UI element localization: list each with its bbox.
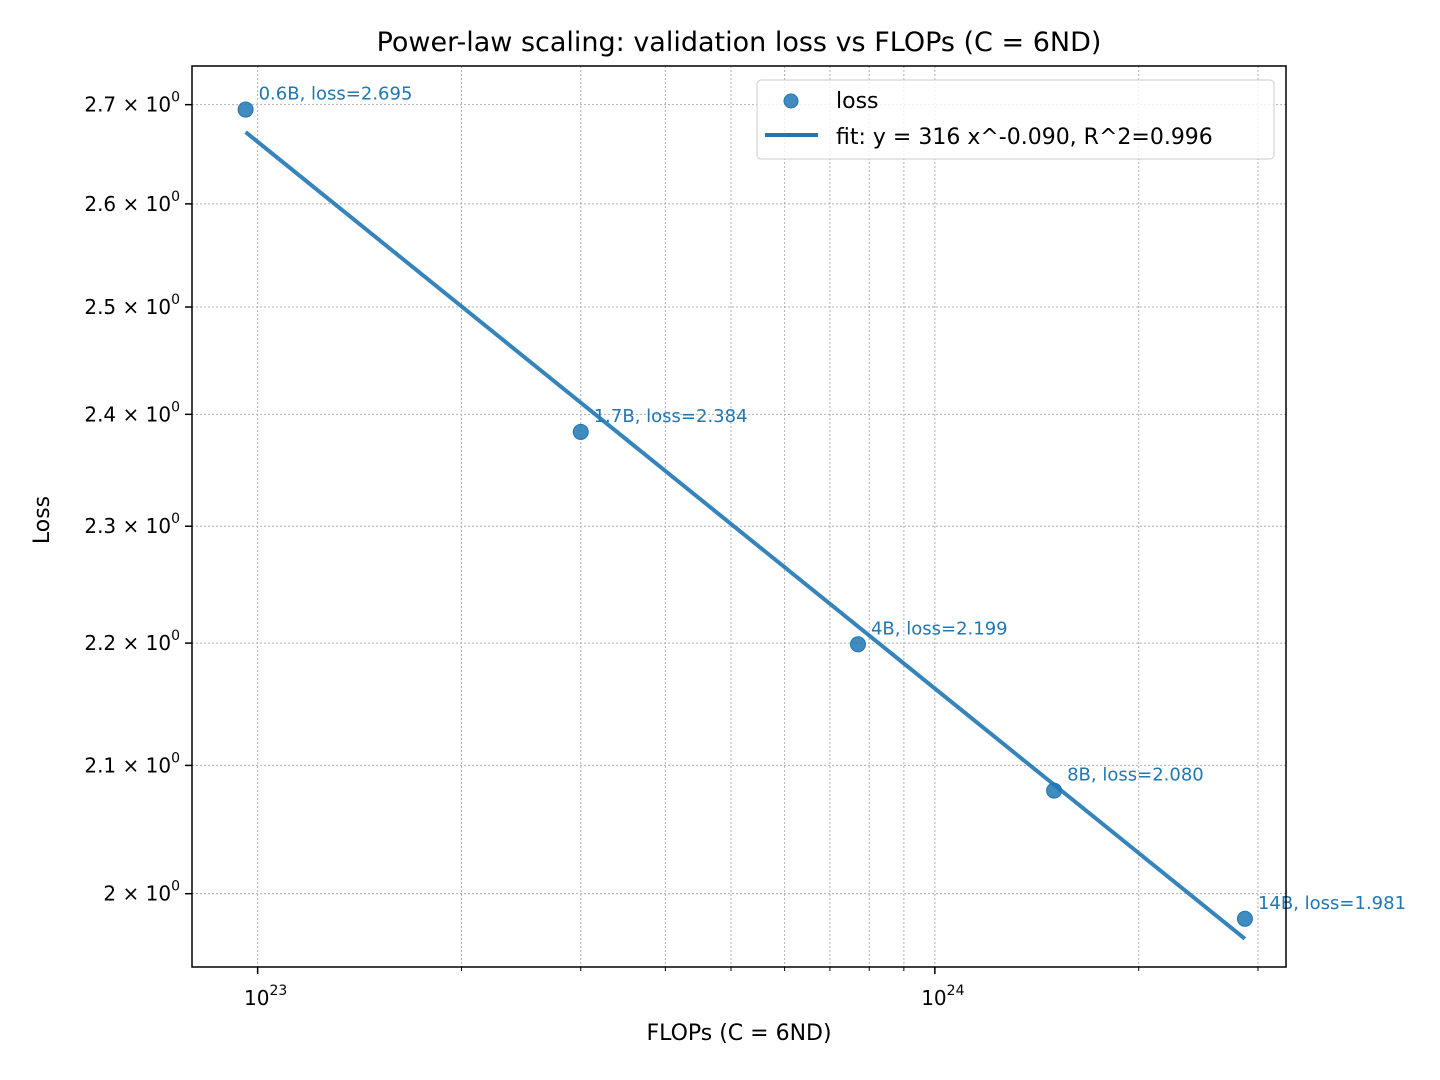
point-labels: 0.6B, loss=2.695 1.7B, loss=2.384 4B, loss… [259,84,1406,914]
plot-frame [191,65,1287,968]
data-point [572,423,589,440]
y-tick-label: 2.4 × 100 [84,399,180,426]
y-tick-label: 2.5 × 100 [84,292,180,319]
legend-marker-loss [783,93,799,109]
scatter-points [237,101,1253,927]
legend-label-loss: loss [836,89,879,114]
axis-ticks: 1023 1024 2 × 100 2.1 × 100 2.2 × 100 2.3 × 1… [84,90,1259,1010]
y-tick-label: 2.6 × 100 [84,189,180,216]
data-point-label: 8B, loss=2.080 [1067,765,1204,786]
x-tick-label: 1024 [921,983,964,1010]
y-tick-label: 2.2 × 100 [84,628,180,655]
y-tick-label: 2.1 × 100 [84,750,180,777]
data-point-label: 4B, loss=2.199 [871,618,1008,639]
data-point [849,636,866,653]
legend: loss fit: y = 316 x^-0.090, R^2=0.996 [756,79,1275,160]
y-tick-label: 2.7 × 100 [84,90,180,117]
data-point [237,101,254,118]
grid [192,66,1286,967]
y-tick-label: 2.3 × 100 [84,511,180,538]
x-axis-label: FLOPs (C = 6ND) [646,1021,831,1046]
legend-label-fit: fit: y = 316 x^-0.090, R^2=0.996 [836,125,1213,150]
chart-title: Power-law scaling: validation loss vs FL… [377,27,1102,58]
data-point-label: 14B, loss=1.981 [1258,893,1406,914]
y-tick-label: 2 × 100 [103,879,180,906]
data-point-label: 1.7B, loss=2.384 [594,406,748,427]
x-tick-label: 1023 [244,983,287,1010]
legend-box [756,79,1275,160]
data-point [1046,782,1063,799]
fit-line [244,130,1247,941]
fit-line-group [244,130,1247,941]
data-point-label: 0.6B, loss=2.695 [259,84,413,105]
y-axis-label: Loss [30,496,55,544]
data-point [1236,910,1253,927]
